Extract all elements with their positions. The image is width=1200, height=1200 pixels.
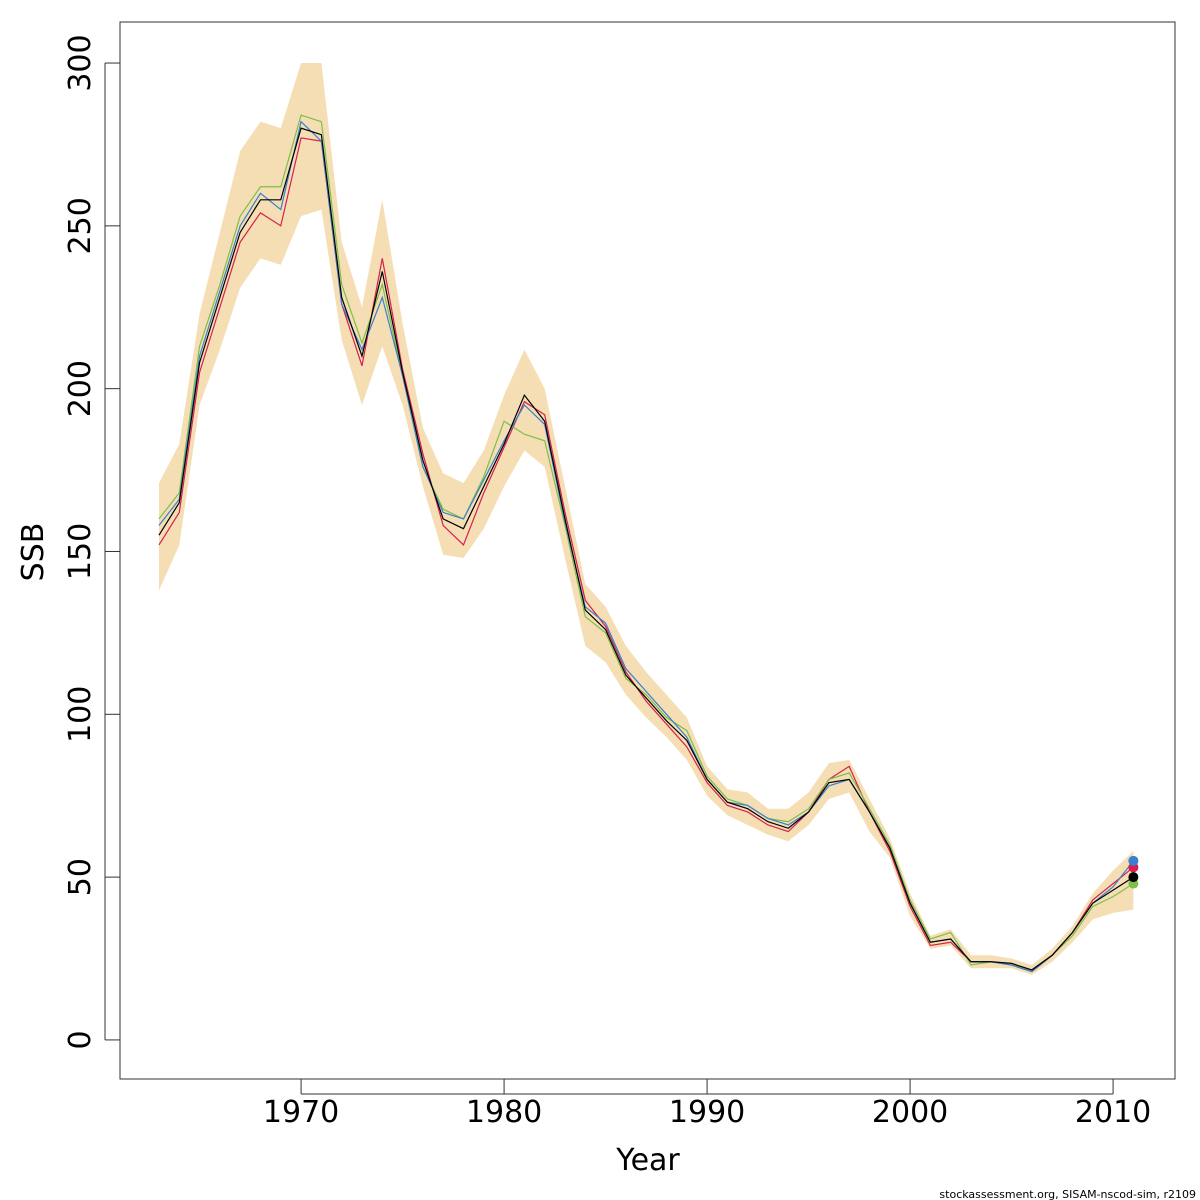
y-tick-label: 0 — [63, 1030, 98, 1049]
y-tick-label: 150 — [63, 523, 98, 580]
series-line — [158, 137, 1134, 973]
series-line — [158, 114, 1134, 971]
x-tick-label: 1970 — [263, 1095, 339, 1130]
x-tick-label: 2010 — [1075, 1095, 1151, 1130]
series-line — [158, 127, 1134, 971]
x-tick-label: 1980 — [466, 1095, 542, 1130]
y-tick-label: 100 — [63, 686, 98, 743]
y-tick-label: 200 — [63, 360, 98, 417]
x-axis-title: Year — [615, 1143, 680, 1178]
series-line — [158, 120, 1134, 973]
x-tick-label: 2000 — [872, 1095, 948, 1130]
y-tick-label: 300 — [63, 34, 98, 91]
y-axis-title: SSB — [16, 523, 51, 582]
confidence-band — [158, 63, 1134, 975]
plot-box — [119, 21, 1176, 1080]
x-tick-label: 1990 — [669, 1095, 745, 1130]
end-point — [1128, 872, 1139, 883]
y-tick-label: 250 — [63, 197, 98, 254]
end-point — [1128, 855, 1139, 866]
footer: stockassessment.org, SISAM-nscod-sim, r2… — [939, 1188, 1196, 1200]
y-tick-label: 50 — [63, 858, 98, 896]
